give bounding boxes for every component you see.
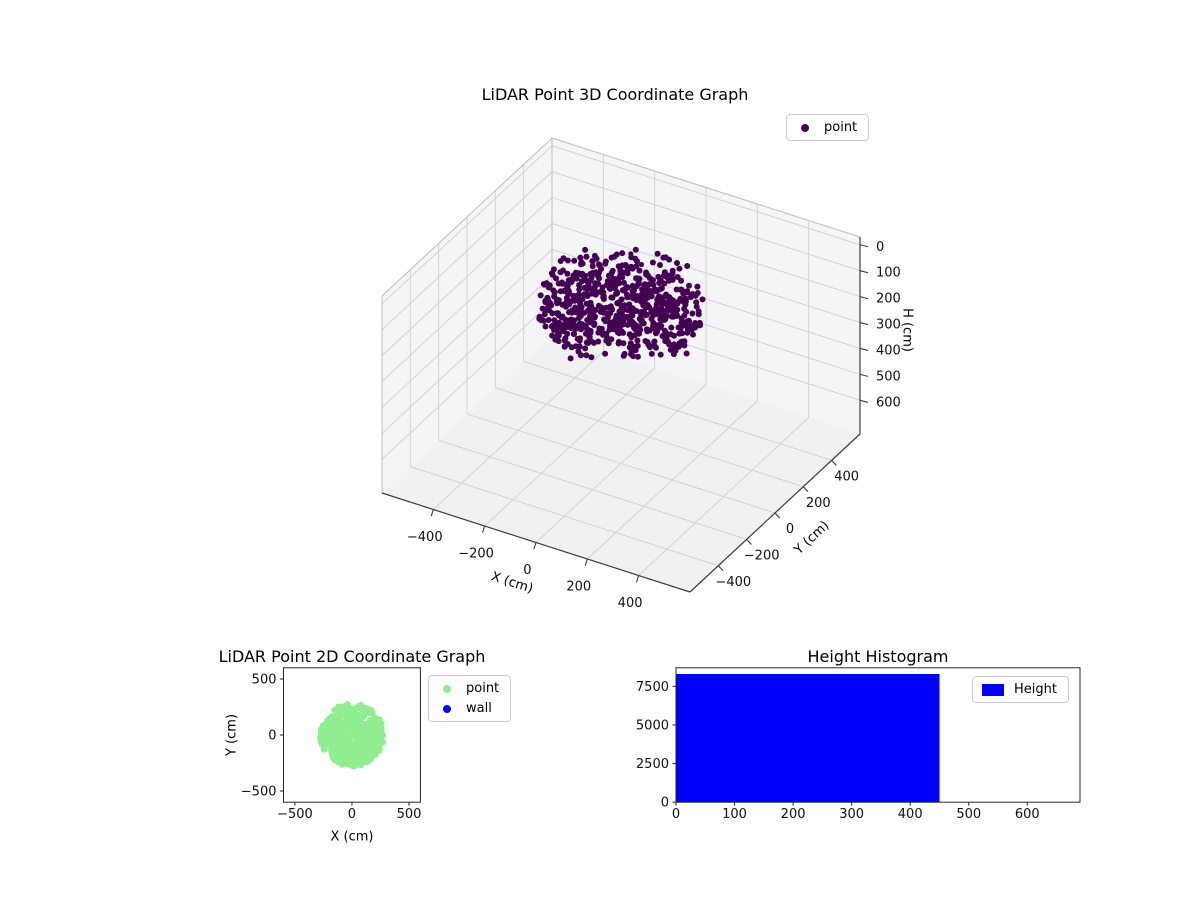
histogram-title: Height Histogram xyxy=(807,647,949,666)
ticks-3d: −400−2000200400−400−20002004000100200300… xyxy=(407,240,901,611)
svg-text:0: 0 xyxy=(876,240,884,255)
wall-marker-icon xyxy=(443,704,451,713)
legend-label-point: point xyxy=(466,681,500,696)
svg-text:7500: 7500 xyxy=(636,680,669,695)
svg-text:300: 300 xyxy=(876,318,901,333)
svg-text:100: 100 xyxy=(876,266,901,281)
svg-text:400: 400 xyxy=(876,343,901,358)
svg-text:500: 500 xyxy=(956,807,981,822)
svg-text:0: 0 xyxy=(268,729,276,744)
legend-label-wall: wall xyxy=(466,701,492,716)
svg-text:0: 0 xyxy=(786,522,794,537)
legend-row-wall: wall xyxy=(438,701,499,716)
svg-text:5000: 5000 xyxy=(636,718,669,733)
svg-text:0: 0 xyxy=(661,796,669,811)
svg-text:200: 200 xyxy=(781,807,806,822)
svg-text:200: 200 xyxy=(806,496,831,511)
legend-label-point: point xyxy=(824,120,858,135)
legend-row-point: point xyxy=(796,120,857,135)
svg-text:500: 500 xyxy=(876,369,901,384)
svg-text:500: 500 xyxy=(252,673,277,688)
3d-legend: point xyxy=(786,114,870,141)
svg-text:2500: 2500 xyxy=(636,757,669,772)
svg-text:500: 500 xyxy=(397,807,422,822)
svg-text:200: 200 xyxy=(566,580,591,595)
svg-text:−500: −500 xyxy=(241,785,277,800)
legend-row-height: Height xyxy=(982,682,1057,697)
svg-text:0: 0 xyxy=(672,807,680,822)
svg-text:0: 0 xyxy=(348,807,356,822)
svg-text:100: 100 xyxy=(722,807,747,822)
3d-chart-title: LiDAR Point 3D Coordinate Graph xyxy=(481,85,749,104)
svg-text:600: 600 xyxy=(1015,807,1040,822)
2d-x-axis-label: X (cm) xyxy=(330,829,374,845)
grid-3d xyxy=(381,145,861,576)
svg-text:−400: −400 xyxy=(407,530,443,545)
ticks-2d: −500 0 500 −500 0 500 xyxy=(241,673,422,823)
2d-legend: point wall xyxy=(428,675,512,722)
histogram-axes-frame xyxy=(675,667,1081,803)
svg-text:−400: −400 xyxy=(715,575,751,590)
svg-text:400: 400 xyxy=(618,596,643,611)
legend-row-point: point xyxy=(438,681,499,696)
plot-histogram: 0 100 200 300 400 500 600 0 2500 5000 7500 xyxy=(636,667,1081,822)
svg-text:200: 200 xyxy=(876,292,901,307)
svg-text:−200: −200 xyxy=(744,548,780,563)
plot-2d: −500 0 500 −500 0 500 xyxy=(241,667,422,823)
3d-scatter-points xyxy=(536,246,706,362)
svg-text:400: 400 xyxy=(834,469,859,484)
svg-text:600: 600 xyxy=(876,395,901,410)
svg-text:400: 400 xyxy=(898,807,923,822)
ticks-histogram: 0 100 200 300 400 500 600 0 2500 5000 7500 xyxy=(636,680,1040,822)
2d-scatter-points xyxy=(317,701,387,770)
legend-label-height: Height xyxy=(1014,682,1057,697)
point-marker-icon xyxy=(443,684,451,693)
2d-chart-title: LiDAR Point 2D Coordinate Graph xyxy=(218,647,486,666)
3d-z-axis-label: H (cm) xyxy=(899,308,915,352)
histogram-legend: Height xyxy=(972,676,1069,703)
svg-text:−200: −200 xyxy=(458,547,494,562)
svg-text:−500: −500 xyxy=(277,807,313,822)
height-patch-icon xyxy=(982,683,1004,696)
svg-text:300: 300 xyxy=(839,807,864,822)
point-marker-icon xyxy=(801,123,809,132)
2d-y-axis-label: Y (cm) xyxy=(224,713,240,757)
svg-text:0: 0 xyxy=(523,563,531,578)
histogram-bars xyxy=(676,674,940,803)
plot-3d: −400−2000200400−400−20002004000100200300… xyxy=(381,137,901,611)
